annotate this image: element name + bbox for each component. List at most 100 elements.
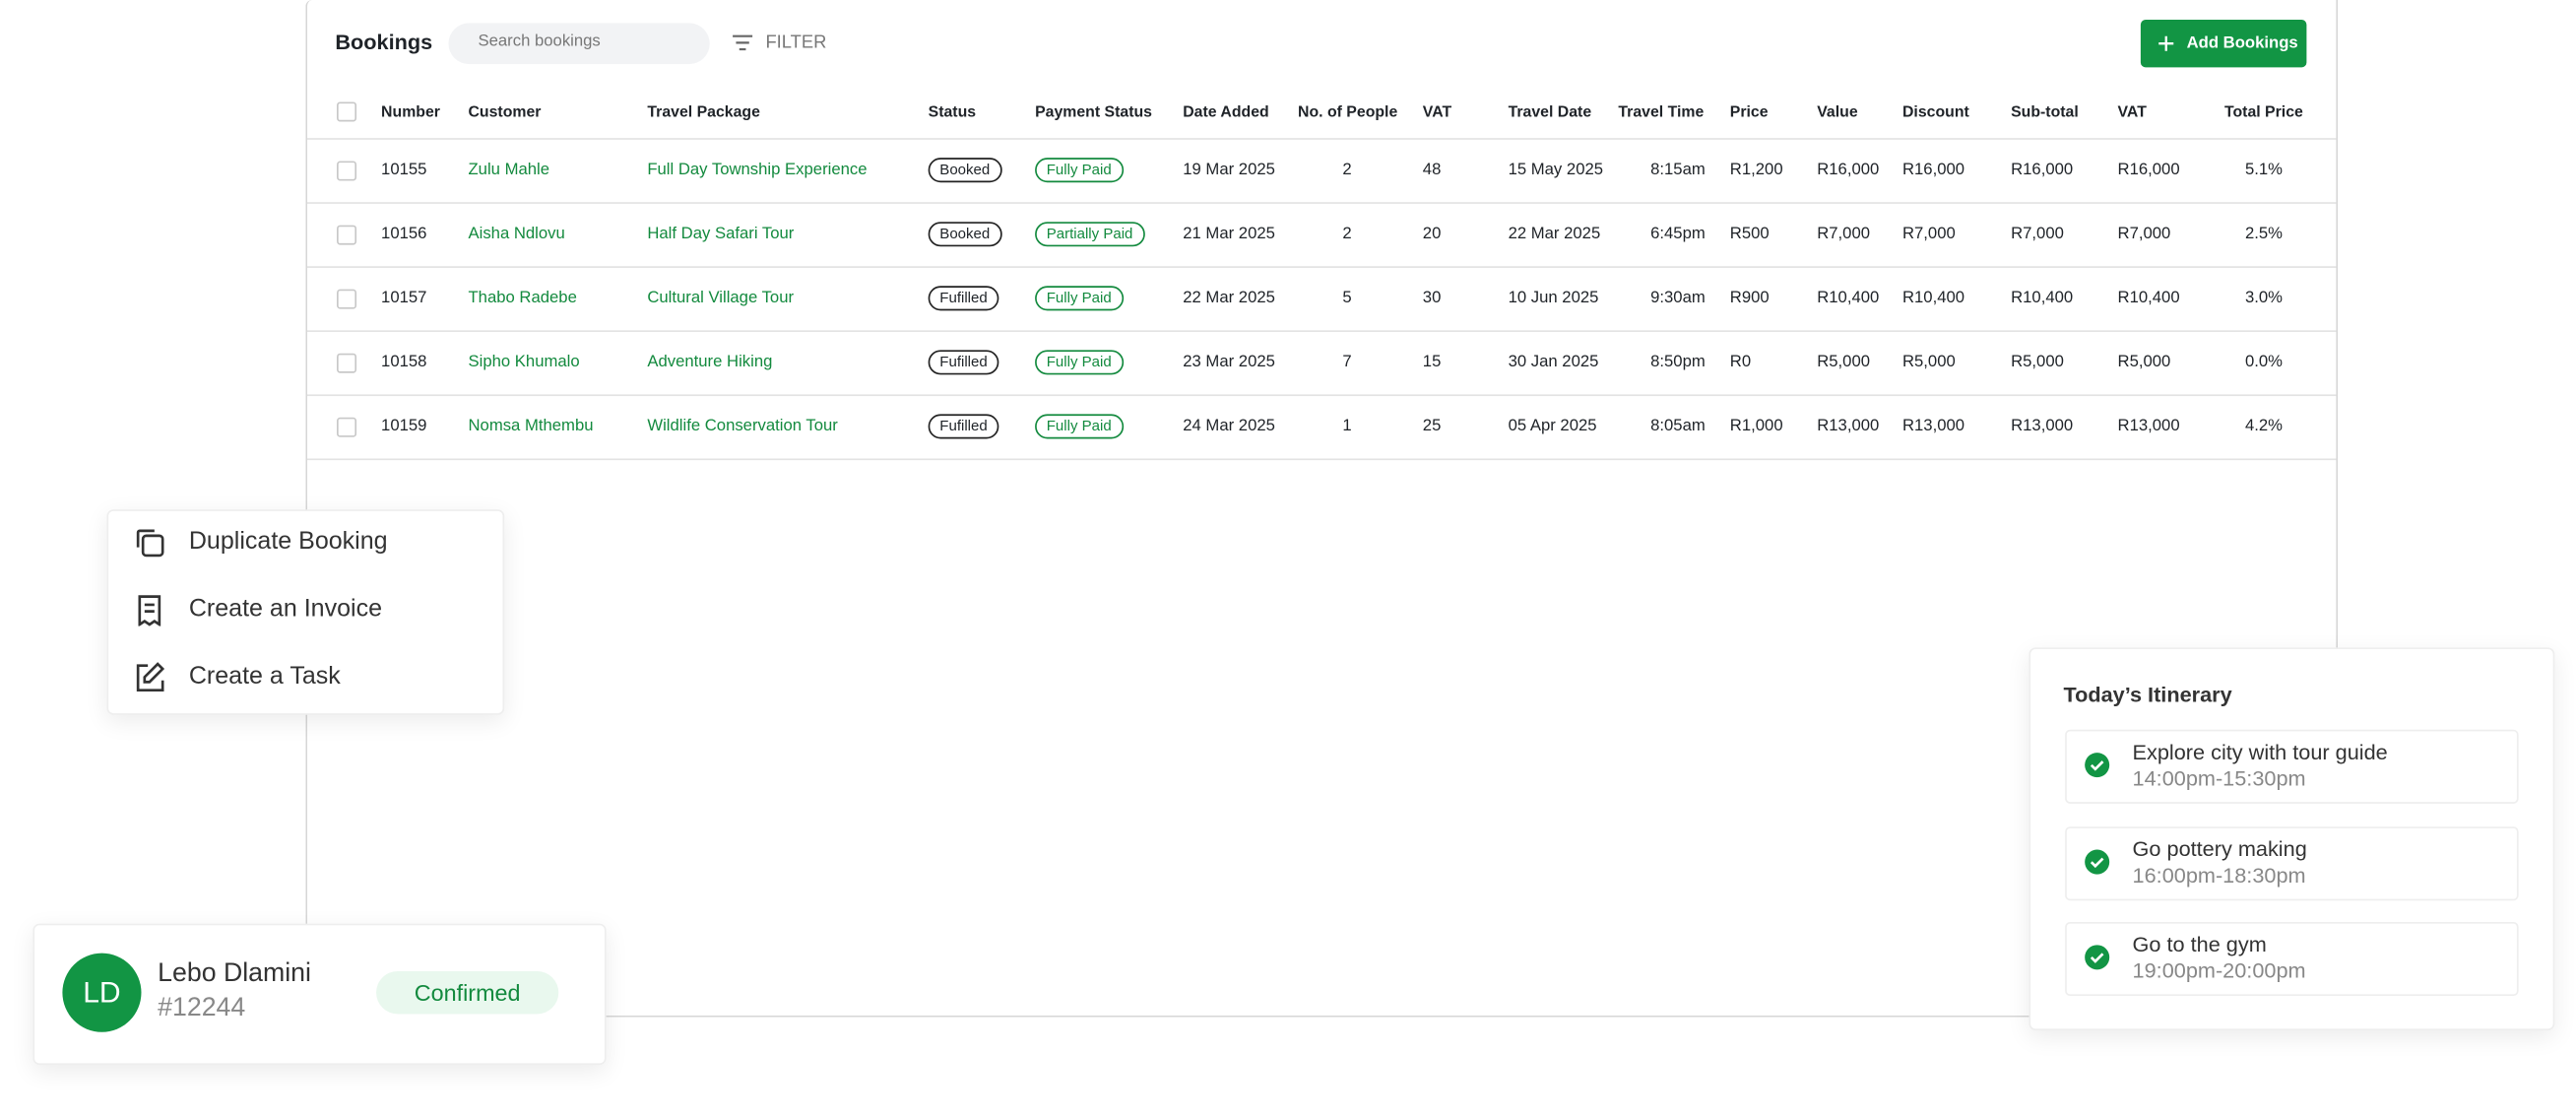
search-box[interactable] (448, 23, 710, 65)
row-divider (306, 202, 2337, 204)
table-cell: Fully Paid (1035, 350, 1124, 375)
table-cell: 22 Mar 2025 (1183, 289, 1275, 307)
table-cell: R13,000 (2011, 417, 2074, 436)
table-cell: 15 May 2025 (1508, 161, 1604, 179)
table-cell: R10,400 (2011, 289, 2074, 307)
row-divider (306, 266, 2337, 268)
table-cell[interactable]: Nomsa Mthembu (468, 417, 594, 436)
table-cell: 10157 (381, 289, 427, 307)
column-header: VAT (1422, 103, 1452, 122)
table-cell: 1 (1342, 417, 1352, 436)
filter-icon[interactable] (731, 33, 753, 52)
table-cell[interactable]: Half Day Safari Tour (647, 225, 795, 243)
filter-button[interactable]: FILTER (765, 33, 827, 53)
table-cell: 6:45pm (1650, 225, 1706, 243)
column-header: Payment Status (1035, 103, 1152, 122)
table-cell: Fully Paid (1035, 158, 1124, 183)
table-cell[interactable]: Aisha Ndlovu (468, 225, 565, 243)
table-cell[interactable]: Adventure Hiking (647, 353, 773, 372)
column-header: Travel Package (647, 103, 760, 122)
row-checkbox[interactable] (337, 417, 357, 437)
column-header: Date Added (1183, 103, 1269, 122)
plus-icon (2158, 35, 2174, 51)
menu-item[interactable]: Create a Task (188, 662, 341, 691)
menu-item[interactable]: Create an Invoice (188, 594, 383, 624)
table-cell: Fufilled (928, 350, 999, 375)
table-cell[interactable]: Cultural Village Tour (647, 289, 795, 307)
column-header: Value (1817, 103, 1858, 122)
table-cell: 3.0% (2244, 289, 2284, 307)
task-icon (136, 662, 165, 692)
row-divider (306, 458, 2337, 461)
row-checkbox[interactable] (337, 353, 357, 373)
table-cell[interactable]: Full Day Township Experience (647, 161, 868, 179)
table-cell: 21 Mar 2025 (1183, 225, 1275, 243)
itinerary-card (2029, 647, 2555, 1031)
table-cell: 15 (1422, 353, 1442, 372)
table-cell: R13,000 (1901, 417, 1965, 436)
itinerary-item (2065, 921, 2519, 997)
table-cell: 24 Mar 2025 (1183, 417, 1275, 436)
table-cell: 10159 (381, 417, 427, 436)
table-cell: R10,400 (2117, 289, 2180, 307)
table-cell: R10,400 (1901, 289, 1965, 307)
select-all-checkbox[interactable] (337, 101, 357, 122)
itinerary-item-time: 14:00pm-15:30pm (2132, 765, 2306, 791)
itinerary-item (2065, 825, 2519, 900)
table-cell: 48 (1422, 161, 1442, 179)
column-header: Number (381, 103, 440, 122)
table-cell: R16,000 (1817, 161, 1880, 179)
column-header: No. of People (1298, 103, 1398, 122)
table-cell: 2 (1342, 225, 1352, 243)
table-cell: Booked (928, 222, 1001, 247)
table-cell: R5,000 (1817, 353, 1871, 372)
table-cell: 30 (1422, 289, 1442, 307)
table-cell: 20 (1422, 225, 1442, 243)
table-cell: Partially Paid (1035, 222, 1145, 247)
table-cell: 10 Jun 2025 (1508, 289, 1599, 307)
table-cell: R16,000 (2117, 161, 2180, 179)
table-cell: 8:05am (1650, 417, 1706, 436)
profile-name: Lebo Dlamini (158, 959, 311, 988)
column-header: Total Price (2223, 103, 2303, 122)
table-cell: R5,000 (1901, 353, 1956, 372)
table-cell: R1,200 (1729, 161, 1783, 179)
table-cell[interactable]: Thabo Radebe (468, 289, 577, 307)
table-cell: 8:15am (1650, 161, 1706, 179)
column-header: Travel Date (1508, 103, 1592, 122)
column-header: Status (928, 103, 977, 122)
duplicate-icon (136, 529, 164, 558)
table-cell: 0.0% (2244, 353, 2284, 372)
itinerary-item-time: 19:00pm-20:00pm (2132, 957, 2306, 983)
table-cell: 23 Mar 2025 (1183, 353, 1275, 372)
table-cell: R500 (1729, 225, 1770, 243)
table-frame (305, 0, 2339, 1018)
itinerary-item-title: Explore city with tour guide (2132, 739, 2388, 764)
table-cell: 5.1% (2244, 161, 2284, 179)
table-cell: 30 Jan 2025 (1508, 353, 1599, 372)
row-checkbox[interactable] (337, 225, 357, 245)
check-icon (2085, 753, 2110, 778)
table-cell: Fufilled (928, 414, 999, 439)
table-cell: R16,000 (2011, 161, 2074, 179)
table-cell: 22 Mar 2025 (1508, 225, 1601, 243)
column-header: Travel Time (1618, 103, 1705, 122)
row-checkbox[interactable] (337, 161, 357, 181)
table-cell: R900 (1729, 289, 1770, 307)
itinerary-item (2065, 729, 2519, 804)
table-cell[interactable]: Sipho Khumalo (468, 353, 580, 372)
check-icon (2085, 945, 2110, 970)
menu-item[interactable]: Duplicate Booking (188, 527, 388, 556)
table-cell: Fufilled (928, 286, 999, 311)
table-cell: R7,000 (1817, 225, 1871, 243)
table-cell: R7,000 (2011, 225, 2064, 243)
table-cell[interactable]: Zulu Mahle (468, 161, 550, 179)
table-cell: 7 (1342, 353, 1352, 372)
table-cell[interactable]: Wildlife Conservation Tour (647, 417, 838, 436)
row-checkbox[interactable] (337, 289, 357, 309)
table-cell: 9:30am (1650, 289, 1706, 307)
check-icon (2085, 848, 2110, 874)
table-cell: R5,000 (2011, 353, 2064, 372)
